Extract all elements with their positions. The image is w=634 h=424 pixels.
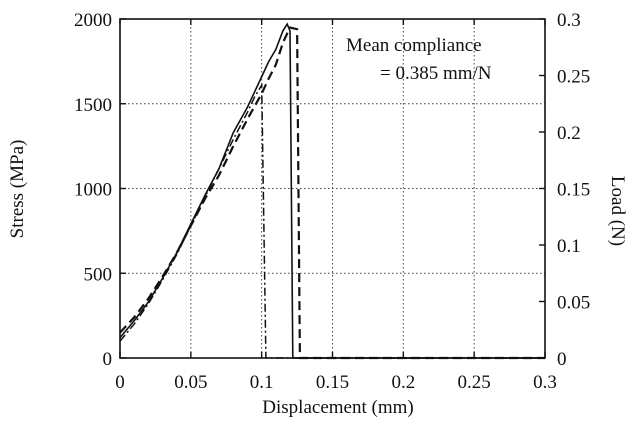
y-axis-title: Stress (MPa) xyxy=(7,140,28,239)
x-tick-label: 0.3 xyxy=(533,372,557,393)
y-tick-label: 2000 xyxy=(74,10,112,31)
y2-tick-label: 0.1 xyxy=(557,236,581,257)
y2-tick-label: 0.15 xyxy=(557,180,590,201)
x-axis-title: Displacement (mm) xyxy=(262,397,413,418)
y-tick-label: 1500 xyxy=(74,95,112,116)
x-tick-label: 0.15 xyxy=(316,372,349,393)
y2-axis-title: Load (N) xyxy=(607,176,628,246)
y-tick-label: 500 xyxy=(84,264,113,285)
x-tick-label: 0.2 xyxy=(391,372,415,393)
x-tick-label: 0 xyxy=(115,372,125,393)
x-tick-label: 0.05 xyxy=(174,372,207,393)
y2-tick-label: 0 xyxy=(557,349,567,370)
x-tick-label: 0.1 xyxy=(250,372,274,393)
y2-tick-label: 0.25 xyxy=(557,67,590,88)
series-layer xyxy=(119,22,545,360)
y2-tick-label: 0.2 xyxy=(557,123,581,144)
y-tick-label: 1000 xyxy=(74,180,112,201)
y2-tick-label: 0.05 xyxy=(557,293,590,314)
annotation-line-1: Mean compliance xyxy=(346,35,482,56)
x-tick-label: 0.25 xyxy=(458,372,491,393)
label-layer: 0 0.05 0.1 0.15 0.2 0.25 0.3050010001500200000… xyxy=(74,10,590,393)
y2-tick-label: 0.3 xyxy=(557,10,581,31)
series-line-dash-dot xyxy=(119,82,545,359)
annotation-line-2: = 0.385 mm/N xyxy=(380,63,492,84)
y-tick-label: 0 xyxy=(103,349,113,370)
tick-layer xyxy=(119,18,546,359)
series-line-dashed xyxy=(119,26,545,360)
